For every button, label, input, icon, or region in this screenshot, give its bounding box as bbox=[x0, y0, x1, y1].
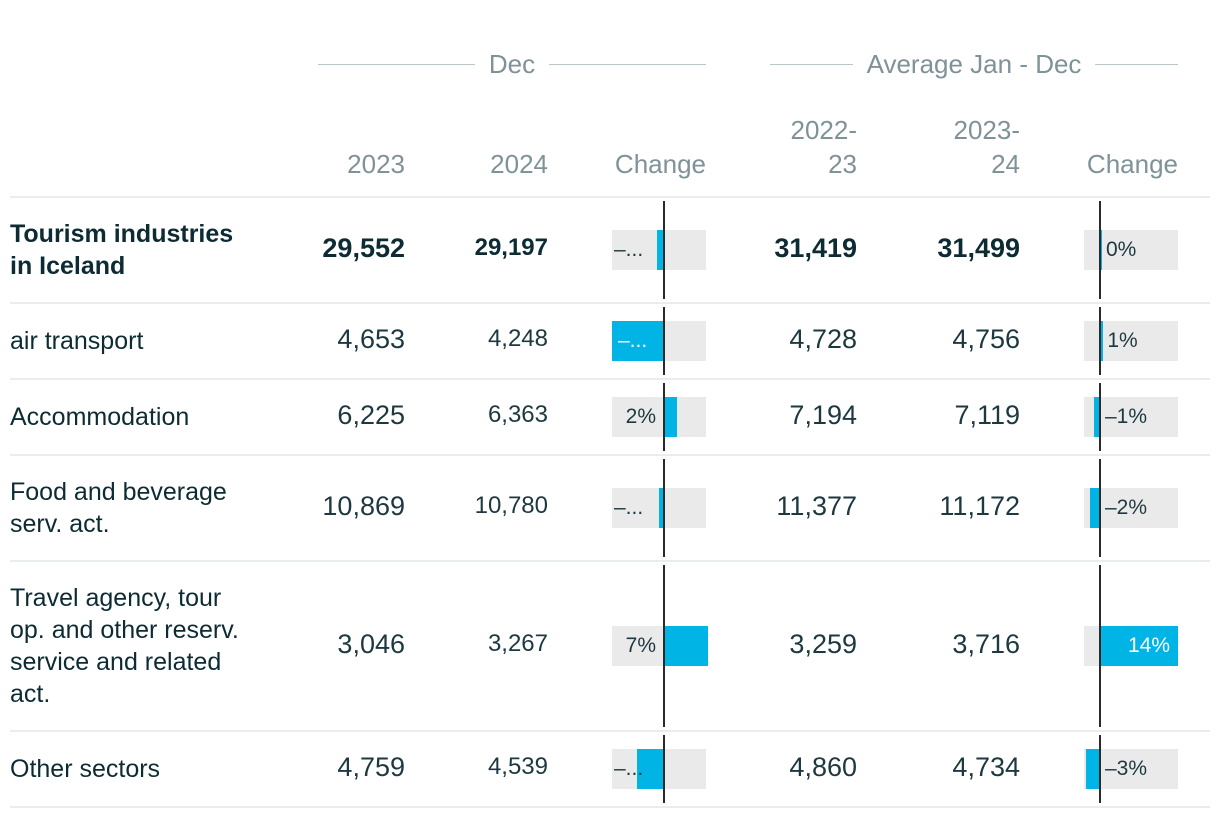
value-dec-2024: 4,248 bbox=[487, 325, 548, 352]
row-label: Travel agency, tour op. and other reserv… bbox=[10, 584, 239, 708]
row-label: Food and beverage serv. act. bbox=[10, 478, 227, 538]
value-avg-2023-24: 4,756 bbox=[952, 324, 1020, 354]
change-avg-axis bbox=[1099, 383, 1101, 451]
change-dec-axis bbox=[663, 307, 665, 375]
column-header-line: 2022- bbox=[790, 115, 858, 145]
group-header-rule bbox=[318, 63, 475, 65]
value-avg-2023-24: 7,119 bbox=[954, 400, 1020, 430]
value-avg-2022-23: 11,377 bbox=[776, 491, 857, 521]
change-avg-label: –2% bbox=[1105, 496, 1148, 519]
value-avg-2022-23: 4,728 bbox=[789, 324, 857, 354]
change-dec-axis bbox=[663, 201, 665, 299]
value-dec-2024: 6,363 bbox=[487, 401, 548, 428]
change-dec-bar bbox=[656, 230, 664, 270]
group-header-average: Average Jan - Dec bbox=[770, 44, 1179, 84]
value-dec-2023: 29,552 bbox=[322, 233, 405, 263]
change-dec-axis bbox=[663, 459, 665, 557]
column-header-2024: 2024 bbox=[490, 149, 548, 179]
change-dec-cell: –... bbox=[612, 230, 706, 270]
value-avg-2022-23: 3,259 bbox=[789, 629, 857, 659]
value-dec-2023: 4,653 bbox=[337, 324, 405, 354]
value-avg-2023-24: 3,716 bbox=[952, 629, 1020, 659]
value-avg-2022-23: 31,419 bbox=[774, 233, 857, 263]
row-label: air transport bbox=[10, 327, 144, 355]
change-avg-axis bbox=[1099, 201, 1101, 299]
group-header-label: Dec bbox=[488, 48, 536, 79]
row-divider bbox=[10, 302, 1210, 304]
row-divider bbox=[10, 378, 1210, 380]
value-avg-2022-23: 7,194 bbox=[789, 400, 857, 430]
change-avg-label: 0% bbox=[1106, 238, 1137, 261]
change-avg-bar bbox=[1100, 230, 1102, 270]
row-label: Accommodation bbox=[10, 403, 190, 431]
change-dec-cell: –... bbox=[612, 488, 706, 528]
change-avg-cell: –1% bbox=[1084, 397, 1178, 437]
column-header-change-dec: Change bbox=[614, 149, 706, 179]
change-dec-label: 2% bbox=[625, 405, 656, 428]
row-label: Other sectors bbox=[10, 755, 161, 783]
change-dec-cell: 2% bbox=[612, 397, 706, 437]
change-dec-bar bbox=[612, 321, 664, 361]
change-avg-axis bbox=[1099, 735, 1101, 803]
change-dec-label: –... bbox=[618, 329, 648, 352]
change-avg-bar bbox=[1100, 321, 1104, 361]
row-divider bbox=[10, 730, 1210, 732]
row-divider bbox=[10, 196, 1210, 198]
change-dec-cell: 7% bbox=[612, 626, 708, 666]
change-dec-cell: –... bbox=[612, 749, 706, 789]
change-dec-label: 7% bbox=[625, 634, 656, 657]
row-divider bbox=[10, 454, 1210, 456]
column-header-change-avg: Change bbox=[1086, 149, 1178, 179]
change-dec-label: –... bbox=[614, 757, 644, 780]
change-dec-bar bbox=[659, 488, 664, 528]
change-dec-axis bbox=[663, 735, 665, 803]
column-header-2022-23: 2022- 23 bbox=[757, 113, 858, 181]
change-dec-label: –... bbox=[614, 238, 644, 261]
value-dec-2023: 3,046 bbox=[337, 629, 405, 659]
change-dec-bar bbox=[636, 749, 664, 789]
change-dec-bar bbox=[664, 397, 678, 437]
change-avg-label: 14% bbox=[1127, 634, 1170, 657]
group-header-rule bbox=[549, 63, 706, 65]
change-dec-bar bbox=[664, 626, 708, 666]
row-divider bbox=[10, 806, 1210, 808]
change-dec-axis bbox=[663, 383, 665, 451]
column-header-line: 2023- bbox=[953, 115, 1021, 145]
column-header-line: 24 bbox=[991, 149, 1020, 179]
value-avg-2023-24: 31,499 bbox=[937, 233, 1020, 263]
change-avg-axis bbox=[1099, 565, 1101, 727]
change-avg-label: 1% bbox=[1107, 329, 1138, 352]
value-dec-2024: 10,780 bbox=[474, 492, 548, 519]
change-avg-bar bbox=[1085, 749, 1100, 789]
change-avg-bar bbox=[1100, 626, 1178, 666]
value-avg-2023-24: 4,734 bbox=[952, 752, 1020, 782]
column-header-line: 23 bbox=[828, 149, 857, 179]
change-dec-axis bbox=[663, 565, 665, 727]
change-avg-label: –1% bbox=[1105, 405, 1148, 428]
value-avg-2023-24: 11,172 bbox=[939, 491, 1020, 521]
change-avg-axis bbox=[1099, 307, 1101, 375]
value-dec-2024: 3,267 bbox=[487, 630, 548, 657]
change-avg-bar bbox=[1094, 397, 1100, 437]
change-avg-bar bbox=[1089, 488, 1100, 528]
value-dec-2023: 4,759 bbox=[337, 752, 405, 782]
value-dec-2024: 29,197 bbox=[474, 234, 548, 261]
group-header-label: Average Jan - Dec bbox=[866, 48, 1082, 79]
group-header-rule bbox=[770, 63, 853, 65]
value-avg-2022-23: 4,860 bbox=[789, 752, 857, 782]
change-dec-label: –... bbox=[614, 496, 644, 519]
group-header-rule bbox=[1095, 63, 1179, 65]
value-dec-2023: 10,869 bbox=[322, 491, 405, 521]
row-label: Tourism industries in Iceland bbox=[10, 220, 234, 280]
value-dec-2024: 4,539 bbox=[487, 753, 548, 780]
row-divider bbox=[10, 560, 1210, 562]
value-dec-2023: 6,225 bbox=[337, 400, 405, 430]
column-header-2023: 2023 bbox=[347, 149, 405, 179]
change-avg-axis bbox=[1099, 459, 1101, 557]
change-avg-label: –3% bbox=[1105, 757, 1148, 780]
group-header-dec: Dec bbox=[318, 44, 706, 84]
column-header-2023-24: 2023- 24 bbox=[920, 113, 1021, 181]
change-dec-cell: –... bbox=[612, 321, 706, 361]
